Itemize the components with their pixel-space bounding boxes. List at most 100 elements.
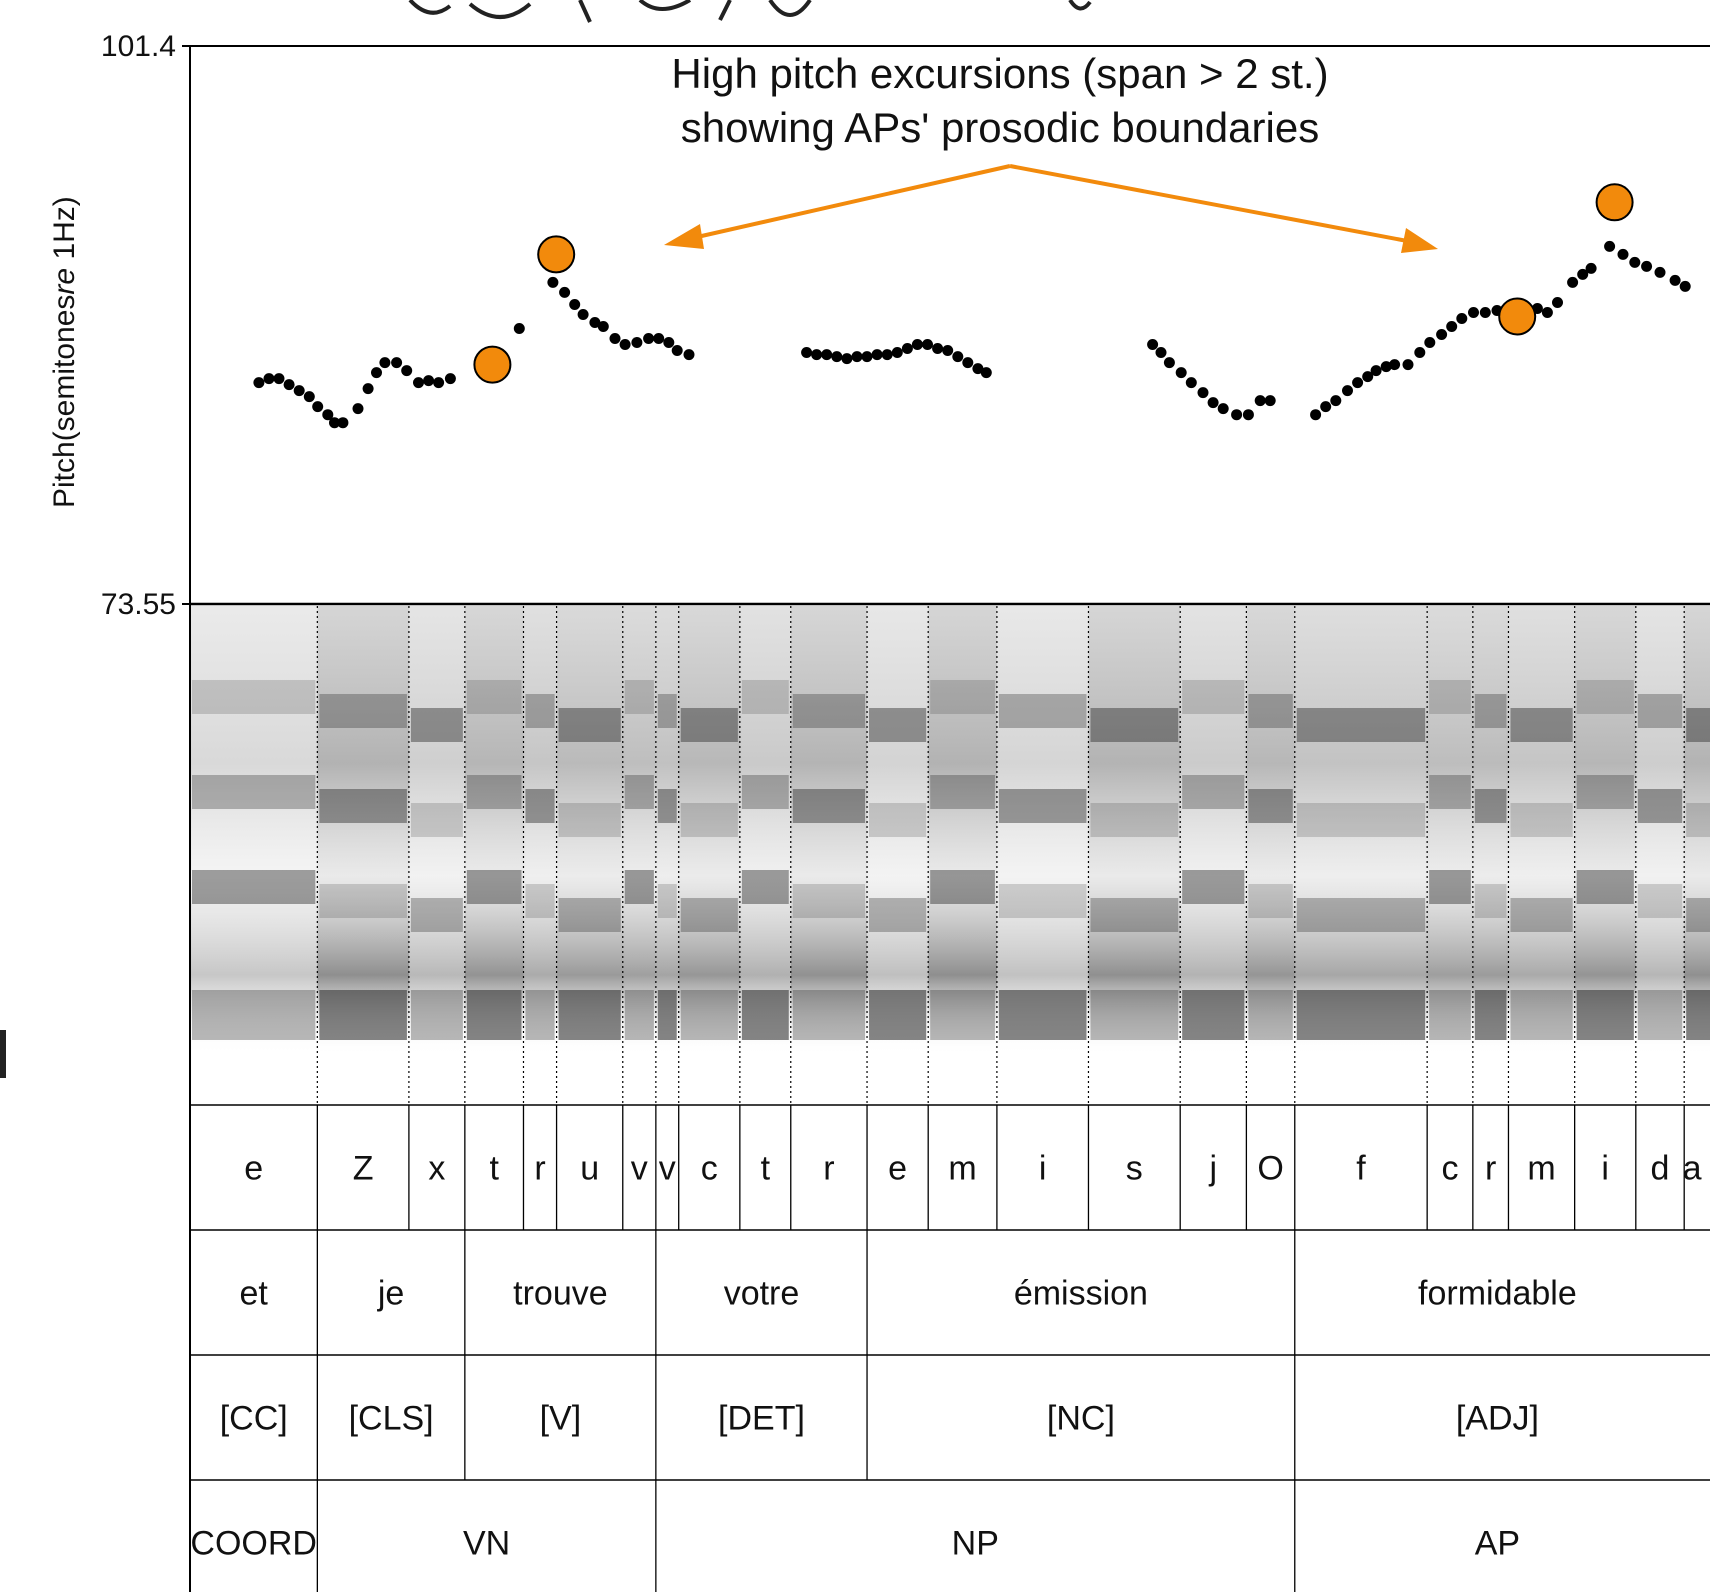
cropped-margin-glyph bbox=[0, 1030, 6, 1078]
pitch-point bbox=[1567, 276, 1579, 288]
spectrogram-formant bbox=[657, 694, 677, 728]
pitch-point bbox=[1389, 359, 1401, 371]
spectrogram-voicing-bar bbox=[1182, 990, 1245, 1040]
y-axis-label: Pitch(semitonesre 1Hz) bbox=[48, 196, 81, 508]
pitch-point bbox=[609, 333, 621, 344]
spectrogram-formant bbox=[1296, 803, 1426, 837]
spectrogram-formant bbox=[680, 898, 738, 932]
spectrogram-formant bbox=[466, 680, 522, 714]
spectrogram-formant bbox=[1576, 680, 1634, 714]
spectrogram-band bbox=[1427, 606, 1473, 1056]
pitch-point bbox=[1604, 240, 1616, 252]
spectrogram-voicing-bar bbox=[1637, 990, 1683, 1040]
spectrogram-band bbox=[739, 606, 791, 1056]
pitch-point bbox=[329, 417, 340, 429]
tier-pos-label: [NC] bbox=[1047, 1400, 1115, 1438]
pitch-excursion-marker bbox=[473, 345, 512, 384]
tier-words-label: trouve bbox=[513, 1275, 608, 1313]
tier-chunks-label: AP bbox=[1475, 1525, 1520, 1563]
spectrogram-formant bbox=[680, 803, 738, 837]
pitch-point bbox=[1446, 321, 1458, 332]
pitch-point bbox=[663, 337, 675, 348]
pitch-excursion-marker bbox=[537, 235, 576, 274]
pitch-point bbox=[861, 351, 873, 363]
pitch-point bbox=[683, 349, 695, 361]
spectrogram-voicing-bar bbox=[192, 990, 316, 1040]
pitch-point bbox=[444, 373, 456, 385]
pitch-point bbox=[1310, 409, 1322, 421]
spectrogram-formant bbox=[558, 803, 621, 837]
tier-chunks-label: NP bbox=[952, 1525, 999, 1563]
pitch-point bbox=[1185, 377, 1197, 389]
arrow-right-head bbox=[1401, 228, 1438, 253]
pitch-point bbox=[643, 333, 655, 344]
pitch-point bbox=[401, 365, 413, 377]
spectrogram-formant bbox=[192, 680, 316, 714]
spectrogram-formant bbox=[998, 789, 1087, 823]
spectrogram-formant bbox=[869, 803, 927, 837]
spectrogram-formant bbox=[624, 870, 654, 904]
spectrogram-formant bbox=[410, 708, 463, 742]
pitch-point bbox=[619, 339, 631, 350]
spectrogram-formant bbox=[466, 870, 522, 904]
pitch-point bbox=[1424, 337, 1436, 348]
spectrogram-band bbox=[1472, 606, 1509, 1056]
spectrogram-voicing-bar bbox=[525, 990, 555, 1040]
pitch-point bbox=[911, 339, 923, 350]
pitch-point bbox=[1436, 329, 1448, 340]
spectrogram-band bbox=[867, 606, 929, 1056]
pitch-point bbox=[589, 317, 601, 328]
spectrogram-formant bbox=[1296, 898, 1426, 932]
spectrogram-voicing-bar bbox=[1686, 990, 1710, 1040]
tier-phones-label: u bbox=[580, 1150, 599, 1188]
pitch-point bbox=[293, 385, 305, 397]
arrow-left bbox=[683, 164, 1011, 242]
spectrogram-voicing-bar bbox=[930, 990, 995, 1040]
spectrogram-voicing-bar bbox=[1576, 990, 1634, 1040]
spectrogram-formant bbox=[1429, 680, 1471, 714]
spectrogram-formant bbox=[1474, 789, 1507, 823]
pitch-point bbox=[379, 357, 391, 369]
pitch-point bbox=[1414, 347, 1426, 358]
spectrogram-formant bbox=[1429, 775, 1471, 809]
spectrogram-band bbox=[1684, 606, 1710, 1056]
tier-pos-label: [ADJ] bbox=[1456, 1400, 1539, 1438]
pitch-point bbox=[352, 403, 364, 415]
spectrogram-formant bbox=[1686, 803, 1710, 837]
spectrogram-formant bbox=[1248, 884, 1293, 918]
spectrogram-formant bbox=[1474, 884, 1507, 918]
tier-phones-label: r bbox=[1485, 1150, 1496, 1188]
spectrogram-band bbox=[622, 606, 656, 1056]
pitch-excursion-marker bbox=[1498, 297, 1537, 336]
spectrogram-formant bbox=[792, 789, 866, 823]
pitch-point bbox=[1468, 307, 1479, 318]
pitch-point bbox=[362, 383, 374, 395]
spectrogram-voicing-bar bbox=[998, 990, 1087, 1040]
pitch-point bbox=[891, 347, 903, 358]
pitch-point bbox=[1197, 387, 1209, 399]
spectrogram-formant bbox=[741, 680, 789, 714]
pitch-point bbox=[631, 337, 643, 348]
spectrogram-voicing-bar bbox=[1090, 990, 1179, 1040]
pitch-point bbox=[303, 391, 315, 403]
spectrogram-formant bbox=[192, 870, 316, 904]
tier-phones-label: v bbox=[659, 1150, 676, 1188]
spectrogram-formant bbox=[410, 803, 463, 837]
spectrogram-formant bbox=[792, 884, 866, 918]
pitch-point bbox=[821, 349, 833, 361]
spectrogram-voicing-bar bbox=[792, 990, 866, 1040]
pitch-point bbox=[1541, 307, 1553, 318]
spectrogram-formant bbox=[1686, 708, 1710, 742]
pitch-point bbox=[1217, 403, 1229, 415]
spectrogram-voicing-bar bbox=[1248, 990, 1293, 1040]
pitch-point bbox=[253, 377, 265, 389]
annotation-arrows bbox=[664, 164, 1438, 253]
spectrogram-formant bbox=[319, 789, 407, 823]
spectrogram-formant bbox=[792, 694, 866, 728]
spectrogram-band bbox=[1574, 606, 1636, 1056]
spectrogram-band bbox=[1246, 606, 1295, 1056]
spectrogram-formant bbox=[1686, 898, 1710, 932]
pitch-plot-frame bbox=[182, 45, 1710, 1592]
pitch-point bbox=[901, 343, 913, 354]
spectrogram-voicing-bar bbox=[680, 990, 738, 1040]
